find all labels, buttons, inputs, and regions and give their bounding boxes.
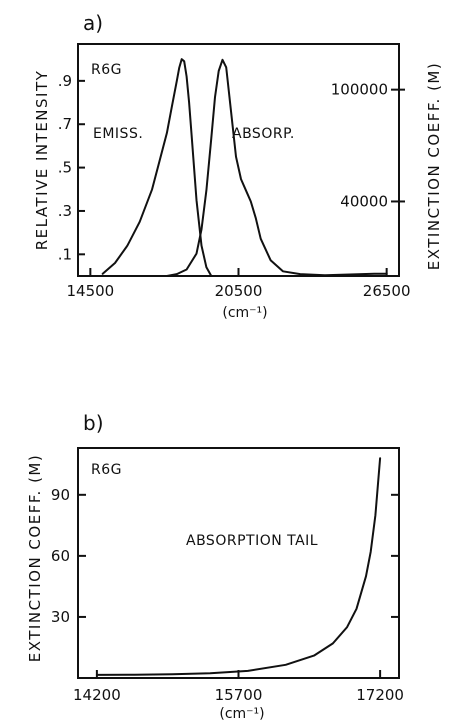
panel-a-sample-label: R6G	[91, 62, 122, 78]
panel-a-left-tick-label: .7	[58, 115, 72, 133]
panel-a-x-tick-label: 26500	[363, 282, 411, 300]
panel-b-label: b)	[83, 411, 104, 435]
panel-b-y-tick-label: 60	[51, 547, 70, 565]
panel-b-ticks: 14200 15700 17200 30 60 90	[51, 486, 404, 704]
panel-b-x-tick-label: 17200	[356, 686, 404, 704]
absorption-curve	[165, 58, 388, 277]
panel-a-left-axis-label: RELATIVE INTENSITY	[33, 70, 51, 251]
panel-b-x-tick-label: 15700	[215, 686, 263, 704]
panel-a-left-tick-label: .1	[58, 245, 72, 263]
panel-a-left-tick-label: .9	[58, 72, 72, 90]
panel-a-left-tick-label: .5	[58, 159, 72, 177]
panel-b-curves	[95, 457, 382, 676]
panel-b-y-tick-label: 90	[51, 486, 70, 504]
panel-a-right-tick-label: 100000	[331, 81, 388, 99]
panel-b-y-axis-label: EXTINCTION COEFF. (M)	[26, 454, 44, 662]
emission-curve	[101, 58, 213, 277]
panel-b: b) R6G ABSORPTION TAIL EXTINCTION COEFF.…	[26, 411, 404, 722]
panel-a-frame	[77, 43, 400, 277]
panel-b-frame	[77, 447, 400, 679]
panel-a: a) R6G EMISS. ABSORP. RELATIVE INTENSITY…	[33, 11, 443, 321]
absorption-tail-label: ABSORPTION TAIL	[186, 533, 318, 549]
panel-b-x-axis-label: (cm⁻¹)	[219, 706, 264, 722]
panel-b-y-tick-label: 30	[51, 608, 70, 626]
panel-b-x-tick-label: 14200	[73, 686, 121, 704]
absorption-tail-curve	[95, 457, 382, 676]
panel-a-left-tick-label: .3	[58, 202, 72, 220]
emission-label: EMISS.	[93, 126, 143, 142]
absorption-label: ABSORP.	[232, 126, 295, 142]
panel-b-sample-label: R6G	[91, 462, 122, 478]
panel-a-x-axis-label: (cm⁻¹)	[222, 305, 267, 321]
panel-a-ticks: 14500 20500 26500 .1 .3 .5 .7 .9 40000 100000	[58, 72, 411, 300]
panel-a-x-tick-label: 20500	[215, 282, 263, 300]
panel-a-right-axis-label: EXTINCTION COEFF. (M)	[425, 62, 443, 270]
panel-a-label: a)	[83, 11, 103, 35]
panel-a-right-tick-label: 40000	[340, 192, 388, 210]
panel-a-x-tick-label: 14500	[66, 282, 114, 300]
panel-a-curves	[101, 58, 388, 277]
